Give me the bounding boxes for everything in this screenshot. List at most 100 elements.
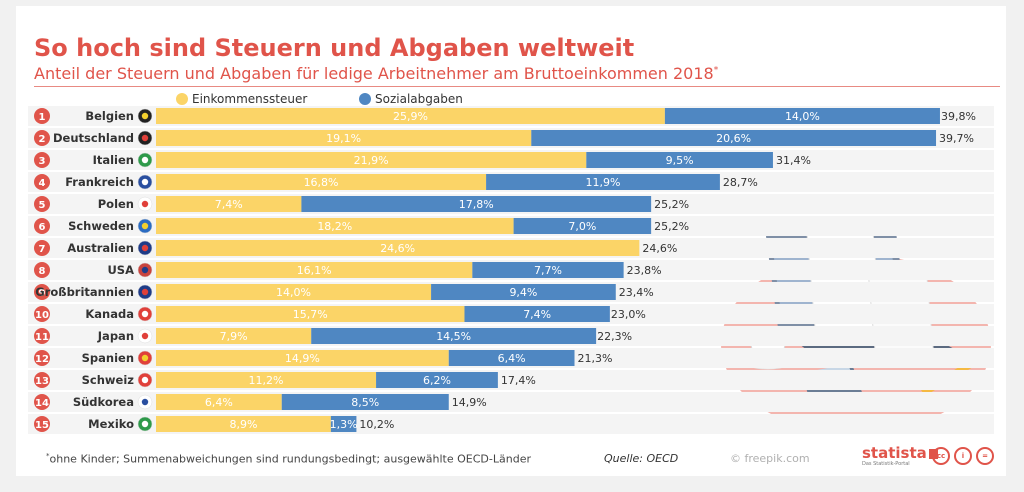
bar-label-einkommenssteuer-belgien: 25,9%	[393, 110, 428, 123]
statista-tagline: Das Statistik-Portal	[862, 461, 910, 467]
subtitle-footnote-mark: *	[713, 65, 719, 76]
bar-einkommenssteuer-usa	[156, 262, 473, 278]
legend-item-sozialabgaben: Sozialabgaben	[359, 92, 463, 106]
bar-label-einkommenssteuer-kanada: 15,7%	[293, 308, 328, 321]
rank-number-usa: 8	[39, 266, 46, 277]
rank-number-mexiko: 15	[35, 420, 49, 431]
country-label-mexiko: Mexiko	[88, 417, 134, 431]
subtitle-text: Anteil der Steuern und Abgaben für ledig…	[34, 64, 714, 83]
flag-us-icon-detail	[141, 266, 149, 274]
total-label-schweiz: 17,4%	[501, 374, 536, 387]
legend-item-einkommenssteuer: Einkommenssteuer	[176, 92, 307, 106]
nd-icon[interactable]: =	[976, 447, 994, 465]
statista-logo[interactable]: statista	[862, 444, 938, 462]
flag-au-icon-detail	[141, 244, 149, 252]
legend-label-einkommenssteuer: Einkommenssteuer	[192, 92, 308, 106]
country-label-belgien: Belgien	[85, 109, 134, 123]
cc-icon[interactable]: cc	[932, 447, 950, 465]
flag-fr-icon-detail	[141, 178, 149, 186]
total-label-italien: 31,4%	[776, 154, 811, 167]
bar-label-sozialabgaben-kanada: 7,4%	[523, 308, 551, 321]
bar-sozialabgaben-schweden	[513, 218, 652, 234]
rank-badge-deutschland	[34, 130, 50, 146]
legend-swatch-einkommenssteuer	[176, 93, 188, 105]
total-label-südkorea: 14,9%	[452, 396, 487, 409]
bar-einkommenssteuer-schweiz	[156, 372, 377, 388]
country-label-spanien: Spanien	[82, 351, 134, 365]
bar-sozialabgaben-schweiz	[376, 372, 498, 388]
chart-subtitle: Anteil der Steuern und Abgaben für ledig…	[34, 64, 718, 83]
bar-label-sozialabgaben-deutschland: 20,6%	[716, 132, 751, 145]
bar-label-sozialabgaben-belgien: 14,0%	[785, 110, 820, 123]
bar-sozialabgaben-kanada	[464, 306, 610, 322]
total-label-großbritannien: 23,4%	[619, 286, 654, 299]
bar-label-einkommenssteuer-polen: 7,4%	[215, 198, 243, 211]
bar-einkommenssteuer-belgien	[156, 108, 665, 124]
total-label-belgien: 39,8%	[941, 110, 976, 123]
bar-label-sozialabgaben-italien: 9,5%	[666, 154, 694, 167]
bar-label-einkommenssteuer-deutschland: 19,1%	[326, 132, 361, 145]
country-label-italien: Italien	[93, 153, 134, 167]
country-label-schweiz: Schweiz	[82, 373, 135, 387]
bar-sozialabgaben-großbritannien	[431, 284, 616, 300]
footnote-mark: *	[46, 452, 50, 460]
rank-number-großbritannien: 9	[39, 288, 46, 299]
footnote-text: ohne Kinder; Summenabweichungen sind run…	[49, 452, 531, 466]
bar-einkommenssteuer-polen	[156, 196, 302, 212]
bars-layer: 1 Belgien 25,9% 14,0% 39,8% 2 Deutschland 19,1%…	[28, 106, 994, 434]
rank-number-südkorea: 14	[35, 398, 49, 409]
bar-einkommenssteuer-mexiko	[156, 416, 331, 432]
country-label-australien: Australien	[67, 241, 134, 255]
country-label-frankreich: Frankreich	[65, 175, 134, 189]
chart-area: 1 Belgien 25,9% 14,0% 39,8% 2 Deutschland 19,1%…	[28, 106, 994, 434]
bar-einkommenssteuer-australien	[156, 240, 640, 256]
rank-badge-schweden	[34, 218, 50, 234]
total-label-mexiko: 10,2%	[359, 418, 394, 431]
bar-label-einkommenssteuer-großbritannien: 14,0%	[276, 286, 311, 299]
country-label-usa: USA	[107, 263, 134, 277]
flag-jp-icon-detail	[141, 332, 149, 340]
bar-label-sozialabgaben-südkorea: 8,5%	[351, 396, 379, 409]
title-divider	[34, 86, 1000, 87]
bar-einkommenssteuer-deutschland	[156, 130, 532, 146]
statista-wordmark: statista	[862, 444, 927, 462]
rank-number-polen: 5	[39, 200, 46, 211]
bar-label-sozialabgaben-schweiz: 6,2%	[423, 374, 451, 387]
by-icon[interactable]: i	[954, 447, 972, 465]
total-label-usa: 23,8%	[627, 264, 662, 277]
bar-sozialabgaben-frankreich	[486, 174, 720, 190]
rank-badge-südkorea	[34, 394, 50, 410]
country-label-japan: Japan	[97, 329, 134, 343]
flag-se-icon-detail	[141, 222, 149, 230]
rank-badge-kanada	[34, 306, 50, 322]
bar-sozialabgaben-belgien	[664, 108, 940, 124]
bar-einkommenssteuer-großbritannien	[156, 284, 432, 300]
country-label-südkorea: Südkorea	[73, 395, 134, 409]
flag-mx-icon-detail	[141, 420, 149, 428]
flag-it-icon-detail	[141, 156, 149, 164]
bar-label-einkommenssteuer-italien: 21,9%	[354, 154, 389, 167]
bar-sozialabgaben-deutschland	[531, 130, 937, 146]
rank-badge-usa	[34, 262, 50, 278]
flag-ca-icon-detail	[141, 310, 149, 318]
country-label-deutschland: Deutschland	[53, 131, 134, 145]
legend-label-sozialabgaben: Sozialabgaben	[375, 92, 463, 106]
rank-badge-schweiz	[34, 372, 50, 388]
bar-einkommenssteuer-japan	[156, 328, 312, 344]
rank-number-italien: 3	[39, 156, 46, 167]
total-label-frankreich: 28,7%	[723, 176, 758, 189]
total-label-australien: 24,6%	[642, 242, 677, 255]
bar-einkommenssteuer-südkorea	[156, 394, 282, 410]
flag-be-icon-detail	[141, 112, 149, 120]
bar-label-sozialabgaben-schweden: 7,0%	[568, 220, 596, 233]
rank-number-schweden: 6	[39, 222, 46, 233]
bar-label-sozialabgaben-frankreich: 11,9%	[586, 176, 621, 189]
rank-badge-spanien	[34, 350, 50, 366]
bar-einkommenssteuer-kanada	[156, 306, 465, 322]
bar-label-sozialabgaben-spanien: 6,4%	[498, 352, 526, 365]
rank-badge-großbritannien	[34, 284, 50, 300]
total-label-kanada: 23,0%	[611, 308, 646, 321]
rank-number-deutschland: 2	[39, 134, 46, 145]
flag-gb-icon-detail	[141, 288, 149, 296]
flag-pl-icon-detail	[141, 200, 149, 208]
